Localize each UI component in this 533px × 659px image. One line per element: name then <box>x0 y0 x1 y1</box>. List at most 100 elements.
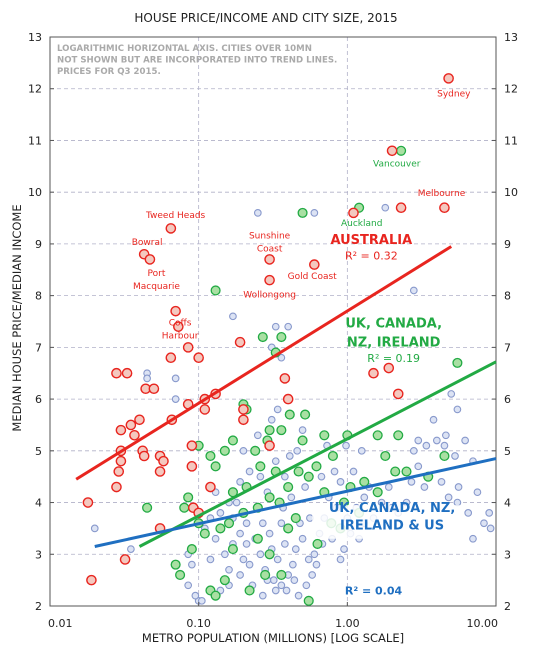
x-tick-label: 0.01 <box>48 617 73 630</box>
us_group-point <box>277 353 286 362</box>
australia-point <box>395 202 407 213</box>
uk_group-point <box>300 409 311 420</box>
chart-note: LOGARITHMIC HORIZONTAL AXIS. CITIES OVER… <box>57 44 337 77</box>
y-tick-label-left: 3 <box>35 548 42 561</box>
us_group-point <box>473 488 482 497</box>
trend-label: R² = 0.32 <box>345 249 398 262</box>
us_group-point <box>480 519 488 528</box>
uk_group-point <box>170 559 181 570</box>
australia-point <box>165 352 177 364</box>
axes: 2 2 3 3 4 4 5 5 6 6 7 7 8 8 9 9 10 10 11 11 12 12 13 13 0.01 0.10… <box>28 31 518 630</box>
y-tick-label-left: 6 <box>35 393 42 406</box>
trend-label: IRELAND & US <box>340 518 444 533</box>
uk_group-point <box>186 544 197 555</box>
uk_group-point <box>260 569 271 581</box>
trend-label: UK, CANADA, <box>345 317 442 332</box>
us_group-point <box>211 534 220 543</box>
us_group-point <box>287 493 296 502</box>
uk_group-point <box>319 430 330 441</box>
y-tick-label-right: 4 <box>504 497 511 510</box>
us_group-point <box>271 586 280 595</box>
australia-point <box>170 305 181 317</box>
uk_group-point <box>205 450 216 462</box>
city-label: Tweed Heads <box>145 211 206 221</box>
city-label: Macquarie <box>133 282 180 292</box>
uk_group-point <box>227 435 238 446</box>
us_group-point <box>407 478 416 486</box>
australia-point <box>82 497 94 508</box>
us_group-point <box>236 571 244 579</box>
us_group-point <box>281 540 289 548</box>
us_group-point <box>265 529 274 538</box>
australia-point <box>368 367 379 379</box>
note-line: LOGARITHMIC HORIZONTAL AXIS. CITIES OVER… <box>57 44 312 54</box>
us_group-point <box>336 478 345 486</box>
us_group-point <box>298 426 307 434</box>
us_group-point <box>236 478 244 486</box>
us_group-point <box>437 478 446 486</box>
us_group-point <box>225 565 233 574</box>
uk_group-point <box>393 430 404 441</box>
y-tick-label-right: 2 <box>504 600 511 613</box>
us_group-point <box>284 322 293 331</box>
australia-point <box>193 352 204 364</box>
us_group-point <box>239 446 248 455</box>
australia-point <box>264 274 275 286</box>
y-tick-label-left: 8 <box>35 290 42 303</box>
us_group-point <box>409 286 418 295</box>
us_group-point <box>245 560 254 569</box>
us_group-point <box>236 529 244 538</box>
city-label: Gold Coast <box>288 272 338 282</box>
city-label: Coffs <box>169 319 192 329</box>
australia-point <box>111 481 122 493</box>
uk_group-point <box>223 518 235 529</box>
us_group-point <box>216 509 225 517</box>
uk_group-point <box>179 502 190 513</box>
australia-point <box>138 450 150 462</box>
australia-point <box>121 367 133 379</box>
city-label: Harbour <box>162 332 199 342</box>
us_group-point <box>294 591 303 600</box>
city-label: Port <box>148 269 166 279</box>
us_group-point <box>429 415 438 424</box>
australia-point <box>186 461 198 472</box>
uk_group-point <box>276 425 287 436</box>
us_group-point <box>432 436 441 445</box>
uk_group-point <box>215 523 226 534</box>
city-label: Sunshine <box>249 232 291 242</box>
city-label: Auckland <box>341 219 382 229</box>
chart-title: HOUSE PRICE/INCOME AND CITY SIZE, 2015 <box>134 11 397 25</box>
uk_group-point <box>276 331 287 343</box>
us_group-point <box>188 560 196 569</box>
us_group-point <box>273 555 282 564</box>
x-tick-label: 10.00 <box>467 617 499 630</box>
uk_group-point <box>210 285 221 296</box>
uk_group-point <box>264 425 275 436</box>
us_group-point <box>206 555 215 564</box>
australia-point <box>125 419 137 431</box>
city-label: Wollongong <box>243 291 296 301</box>
y-tick-label-left: 5 <box>35 445 42 458</box>
city-label: Sydney <box>437 89 471 99</box>
australia-point <box>182 342 194 353</box>
y-tick-label-right: 3 <box>504 548 511 561</box>
uk_group-trendline <box>138 360 497 548</box>
us-label-backdrop <box>312 505 463 539</box>
y-tick-label-right: 12 <box>504 83 518 96</box>
us_group-point <box>171 395 180 403</box>
us_group-point <box>232 498 241 507</box>
us_group-point <box>271 322 280 331</box>
uk_group-point <box>390 466 401 477</box>
us_group-point <box>342 441 350 450</box>
trend-label: R² = 0.19 <box>367 352 420 365</box>
us_group-point <box>171 374 180 383</box>
uk_group-point <box>264 549 275 560</box>
uk_group-point <box>380 450 391 462</box>
us_group-point <box>291 545 300 553</box>
australia-point <box>234 336 246 348</box>
australia-point <box>154 466 166 477</box>
us_group-point <box>301 483 309 491</box>
